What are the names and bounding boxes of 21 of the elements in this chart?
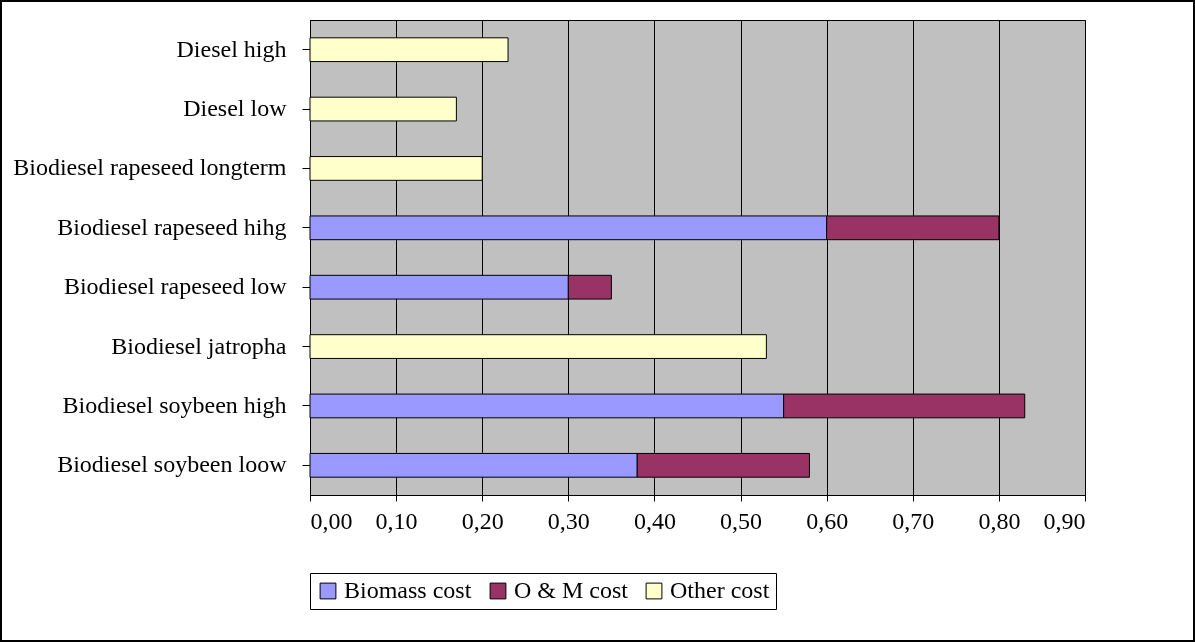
legend-label: Other cost [670,577,770,603]
legend-label: Biomass cost [344,577,472,603]
y-tick-label: Biodiesel jatropha [111,332,287,359]
x-tick-label: 0,40 [633,507,676,534]
x-tick-label: 0,70 [892,507,935,534]
x-tick-label: 0,00 [310,507,353,534]
y-tick-label: Biodiesel soybeen loow [57,451,288,478]
y-tick-label: Biodiesel rapeseed longterm [13,154,287,181]
y-tick-label: Biodiesel rapeseed hihg [57,213,287,240]
x-tick-label: 0,50 [720,507,763,534]
x-tick-label: 0,90 [1043,507,1086,534]
x-tick-label: 0,80 [978,507,1021,534]
x-tick-label: 0,60 [806,507,849,534]
y-tick-label: Diesel high [176,35,287,62]
x-tick-label: 0,30 [547,507,590,534]
y-tick-label: Biodiesel rapeseed low [63,273,288,300]
y-tick-label: Diesel low [183,95,288,122]
legend-label: O & M cost [514,577,629,603]
y-tick-label: Biodiesel soybeen high [62,391,287,418]
x-tick-label: 0,10 [375,507,418,534]
x-tick-label: 0,20 [461,507,504,534]
